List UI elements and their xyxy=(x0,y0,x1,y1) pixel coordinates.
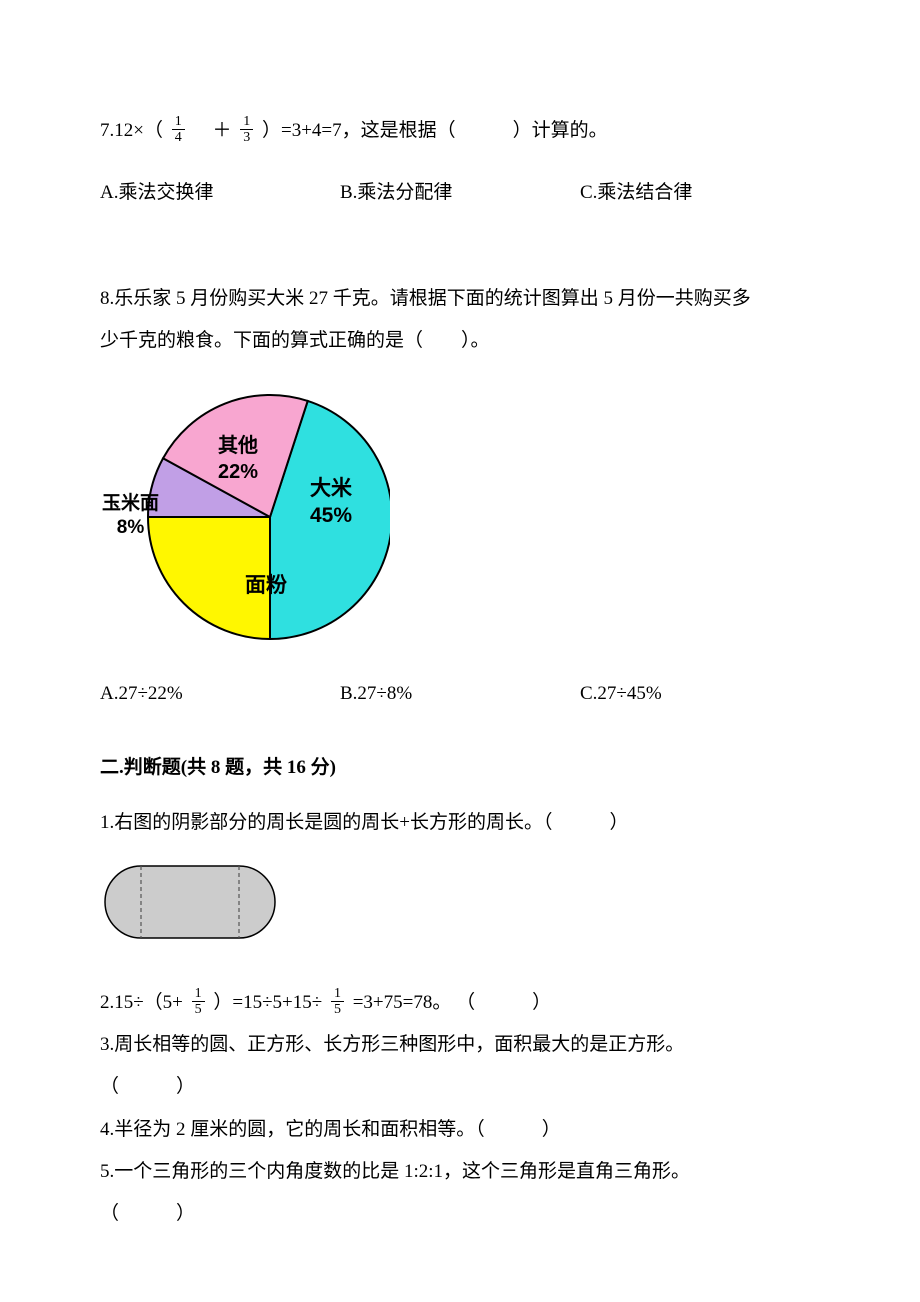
q8-line2: 少千克的粮食。下面的算式正确的是（ ）。 xyxy=(100,320,820,362)
stadium-figure xyxy=(100,861,820,955)
q8-text: 8.乐乐家 5 月份购买大米 27 千克。请根据下面的统计图算出 5 月份一共购… xyxy=(100,278,820,362)
stadium-svg xyxy=(100,861,280,943)
tf-question-3-paren: （ ） xyxy=(100,1069,820,1105)
q7-option-c: C.乘法结合律 xyxy=(580,176,820,210)
q8-line1: 8.乐乐家 5 月份购买大米 27 千克。请根据下面的统计图算出 5 月份一共购… xyxy=(100,278,820,320)
question-7: 7.12×（ 1 4 ＋ 1 3 ）=3+4=7，这是根据（ ）计算的。 A.乘… xyxy=(100,110,820,210)
q7-options: A.乘法交换律 B.乘法分配律 C.乘法结合律 xyxy=(100,176,820,210)
tf2-suffix: =3+75=78。 （ ） xyxy=(353,992,551,1013)
tf-question-1: 1.右图的阴影部分的周长是圆的周长+长方形的周长。（ ） xyxy=(100,805,820,841)
tf-question-5: 5.一个三角形的三个内角度数的比是 1:2:1，这个三角形是直角三角形。 xyxy=(100,1154,820,1190)
q8-option-c: C.27÷45% xyxy=(580,677,820,711)
tf-question-4: 4.半径为 2 厘米的圆，它的周长和面积相等。（ ） xyxy=(100,1112,820,1148)
tf2-frac2: 1 5 xyxy=(331,986,344,1018)
pie-slice-label: 大米45% xyxy=(310,475,352,530)
tf2-prefix: 2.15÷（5+ xyxy=(100,992,183,1013)
tf-question-5-paren: （ ） xyxy=(100,1196,820,1232)
question-8: 8.乐乐家 5 月份购买大米 27 千克。请根据下面的统计图算出 5 月份一共购… xyxy=(100,278,820,711)
q8-option-a: A.27÷22% xyxy=(100,677,340,711)
q7-text: 7.12×（ 1 4 ＋ 1 3 ）=3+4=7，这是根据（ ）计算的。 xyxy=(100,110,820,152)
q8-option-b: B.27÷8% xyxy=(340,677,580,711)
tf2-frac1: 1 5 xyxy=(192,986,205,1018)
q7-frac2: 1 3 xyxy=(240,114,253,146)
tf2-mid1: ）=15÷5+15÷ xyxy=(213,992,322,1013)
tf-question-3: 3.周长相等的圆、正方形、长方形三种图形中，面积最大的是正方形。 xyxy=(100,1027,820,1063)
q7-prefix: 7.12×（ xyxy=(100,120,163,141)
stadium-shape xyxy=(105,866,275,938)
pie-chart: 大米45% 面粉 玉米面8% 其他22% xyxy=(100,387,390,647)
section-2-header: 二.判断题(共 8 题，共 16 分) xyxy=(100,751,820,785)
q7-option-a: A.乘法交换律 xyxy=(100,176,340,210)
tf-question-2: 2.15÷（5+ 1 5 ）=15÷5+15÷ 1 5 =3+75=78。 （ … xyxy=(100,985,820,1021)
q7-suffix: ）=3+4=7，这是根据（ ）计算的。 xyxy=(262,120,608,141)
pie-slice-label: 玉米面8% xyxy=(102,492,159,541)
pie-slice-label: 其他22% xyxy=(218,433,258,485)
q8-options: A.27÷22% B.27÷8% C.27÷45% xyxy=(100,677,820,711)
pie-slice-label: 面粉 xyxy=(245,572,287,599)
q7-mid: ＋ xyxy=(193,120,231,141)
q7-option-b: B.乘法分配律 xyxy=(340,176,580,210)
q7-frac1: 1 4 xyxy=(172,114,185,146)
